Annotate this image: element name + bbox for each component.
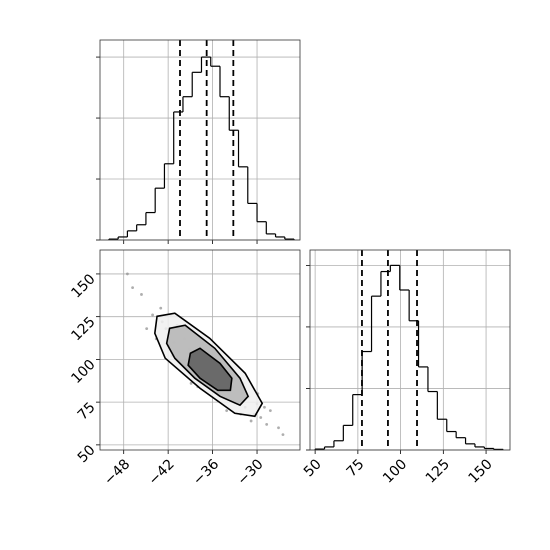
y-tick-label: 75: [75, 399, 99, 423]
scatter-point: [151, 313, 154, 317]
axes-frame: [99, 39, 301, 241]
scatter-point: [259, 416, 263, 419]
y-tick-label: 150: [68, 271, 98, 301]
x-tick-label: 125: [423, 456, 453, 486]
y-tick-label: 125: [68, 314, 98, 344]
contour: [187, 347, 233, 392]
x-tick-label: 75: [344, 456, 368, 480]
scatter-point: [225, 409, 229, 413]
y-tick-label: 50: [75, 442, 99, 466]
x-tick-label: 150: [466, 456, 496, 486]
scatter-point: [145, 327, 149, 331]
scatter-point: [277, 426, 280, 430]
scatter-point: [263, 405, 266, 409]
scatter-point: [268, 409, 272, 413]
x-tick-label: −30: [234, 456, 266, 488]
x-tick-label: 100: [380, 456, 410, 486]
x-tick-label: 50: [301, 456, 325, 480]
y-tick-label: 100: [68, 357, 98, 387]
x-tick-label: −42: [146, 456, 178, 488]
scatter-point: [249, 419, 253, 423]
scatter-point: [189, 381, 193, 385]
scatter-point: [159, 306, 163, 310]
scatter-point: [281, 433, 285, 437]
scatter-point: [131, 286, 134, 290]
x-tick-label: −36: [190, 456, 222, 488]
axes-frame: [99, 249, 301, 451]
scatter-point: [140, 293, 143, 296]
x-tick-label: −48: [101, 456, 133, 488]
scatter-point: [265, 422, 269, 426]
axes-frame: [309, 249, 511, 451]
scatter-point: [126, 272, 129, 276]
